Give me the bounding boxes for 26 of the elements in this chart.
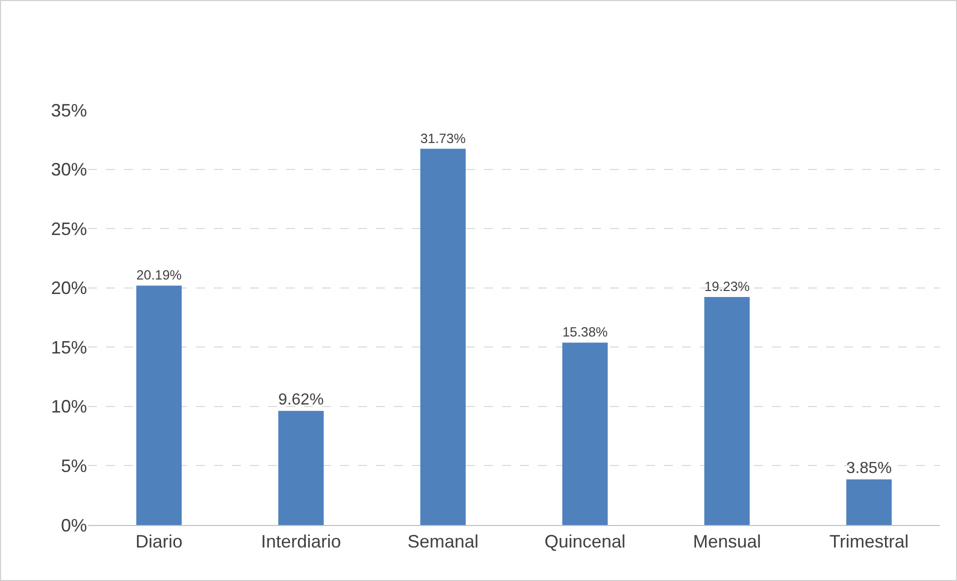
y-tick-label: 20%	[50, 278, 87, 298]
data-label: 3.85%	[846, 458, 892, 477]
y-tick-label: 30%	[50, 160, 87, 180]
bar	[846, 479, 892, 525]
y-tick-label: 35%	[50, 100, 87, 120]
y-tick-label: 25%	[50, 218, 87, 239]
x-tick-label: Semanal	[407, 532, 479, 552]
data-label: 19.23%	[704, 279, 750, 294]
x-tick-label: Mensual	[692, 532, 762, 552]
data-label: 31.73%	[420, 130, 466, 146]
x-tick-label: Trimestral	[829, 532, 909, 552]
bar	[420, 148, 466, 525]
bar	[136, 286, 182, 525]
y-tick-label: 5%	[60, 456, 87, 476]
y-tick-label: 0%	[60, 515, 87, 536]
data-label: 9.62%	[278, 390, 324, 408]
data-label: 20.19%	[136, 268, 182, 283]
x-tick-label: Interdiario	[260, 532, 342, 552]
y-tick-label: 15%	[50, 337, 87, 358]
x-tick-label: Quincenal	[544, 532, 626, 552]
bar	[562, 342, 608, 525]
data-label: 15.38%	[562, 324, 608, 340]
x-tick-label: Diario	[135, 532, 183, 552]
y-tick-label: 10%	[50, 396, 87, 417]
bar	[704, 296, 750, 525]
bar	[278, 410, 324, 525]
